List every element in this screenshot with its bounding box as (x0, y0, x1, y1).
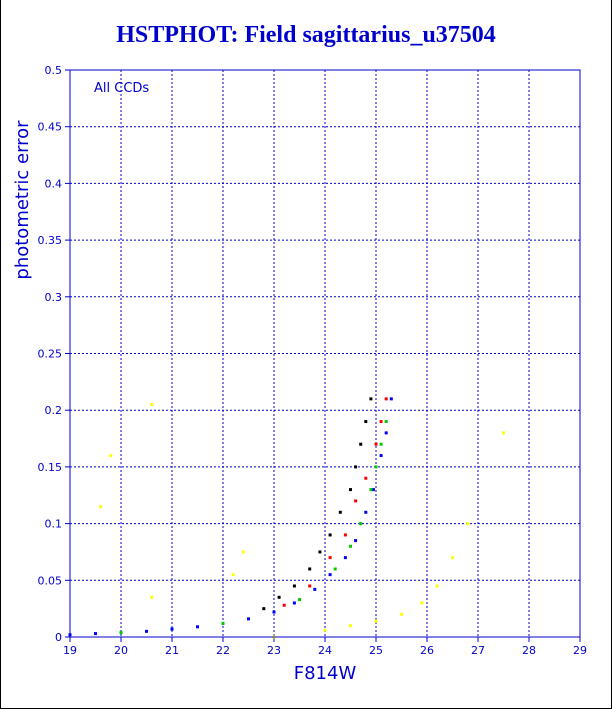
data-point (196, 625, 199, 629)
data-point (323, 628, 327, 632)
data-point (379, 454, 383, 458)
data-points (68, 397, 505, 639)
x-tick-label: 27 (471, 644, 485, 657)
data-point (262, 607, 266, 611)
data-point (308, 567, 312, 571)
data-point (369, 488, 373, 492)
data-point (292, 584, 296, 588)
data-point (338, 510, 342, 514)
data-point (247, 617, 250, 621)
data-point (364, 476, 368, 480)
data-point (374, 442, 378, 446)
plot-frame (69, 69, 581, 638)
data-point (374, 465, 378, 469)
x-tick-label: 29 (573, 644, 587, 657)
grid-lines (65, 69, 581, 642)
annotation-label: All CCDs (94, 81, 149, 96)
data-point (389, 397, 393, 401)
x-tick-label: 20 (114, 644, 128, 657)
data-point (435, 584, 439, 588)
data-point (343, 533, 347, 537)
y-tick-label: 0.25 (38, 348, 63, 361)
y-tick-label: 0.15 (38, 461, 63, 474)
x-tick-label: 24 (318, 644, 332, 657)
data-point (400, 612, 403, 616)
x-tick-label: 23 (267, 644, 281, 657)
data-point (502, 431, 505, 435)
y-tick-label: 0.3 (45, 291, 63, 304)
data-point (354, 465, 358, 469)
data-point (333, 567, 337, 571)
data-point (328, 573, 332, 577)
data-point (451, 556, 454, 560)
data-point (384, 397, 388, 401)
x-tick-label: 25 (369, 644, 383, 657)
x-tick-label: 22 (216, 644, 230, 657)
data-point (109, 454, 113, 458)
y-tick-label: 0.45 (38, 121, 63, 134)
data-point (374, 619, 378, 623)
data-point (328, 533, 332, 537)
data-point (282, 603, 286, 607)
data-point (371, 488, 375, 492)
x-axis-label: F814W (294, 663, 357, 684)
y-tick-label: 0.05 (38, 574, 63, 587)
data-point (349, 624, 352, 628)
data-point (170, 627, 174, 631)
data-point (384, 420, 388, 424)
y-tick-label: 0.1 (45, 518, 63, 531)
data-point (359, 522, 363, 526)
y-axis-label: photometric error (12, 120, 33, 280)
y-tick-label: 0.5 (45, 64, 63, 77)
data-point (369, 397, 373, 401)
data-point (343, 556, 347, 560)
y-tick-label: 0.4 (45, 177, 63, 190)
data-point (328, 556, 332, 560)
data-point (277, 595, 281, 599)
data-point (150, 595, 154, 599)
data-point (94, 632, 97, 636)
x-tick-label: 26 (420, 644, 434, 657)
data-point (349, 488, 352, 492)
data-point (318, 550, 322, 554)
data-point (298, 598, 301, 602)
y-tick-label: 0.35 (38, 234, 63, 247)
data-point (119, 630, 123, 634)
data-point (349, 544, 352, 548)
x-tick-label: 28 (522, 644, 536, 657)
data-point (359, 442, 363, 446)
data-point (384, 431, 388, 435)
data-point (241, 550, 245, 554)
data-point (150, 403, 154, 407)
tick-labels: 19 20 21 22 23 24 25 26 27 28 29 0 0.05 0.1 0.15 0.2 0.2… (38, 64, 588, 657)
data-point (313, 587, 317, 591)
data-point (272, 610, 276, 614)
data-point (364, 510, 368, 514)
data-point (292, 601, 296, 605)
data-point (466, 522, 470, 526)
data-point (354, 539, 358, 543)
data-point (379, 442, 383, 446)
data-point (99, 505, 103, 509)
data-point (420, 601, 424, 605)
x-tick-label: 19 (63, 644, 77, 657)
data-point (221, 621, 225, 625)
data-point (145, 629, 148, 633)
data-point (354, 499, 358, 503)
x-tick-label: 21 (165, 644, 179, 657)
data-point (364, 420, 368, 424)
y-tick-label: 0 (55, 631, 62, 644)
data-point (379, 420, 383, 424)
y-tick-label: 0.2 (45, 404, 63, 417)
data-point (308, 584, 312, 588)
data-point (231, 573, 235, 577)
chart-title: HSTPHOT: Field sagittarius_u37504 (116, 22, 496, 48)
